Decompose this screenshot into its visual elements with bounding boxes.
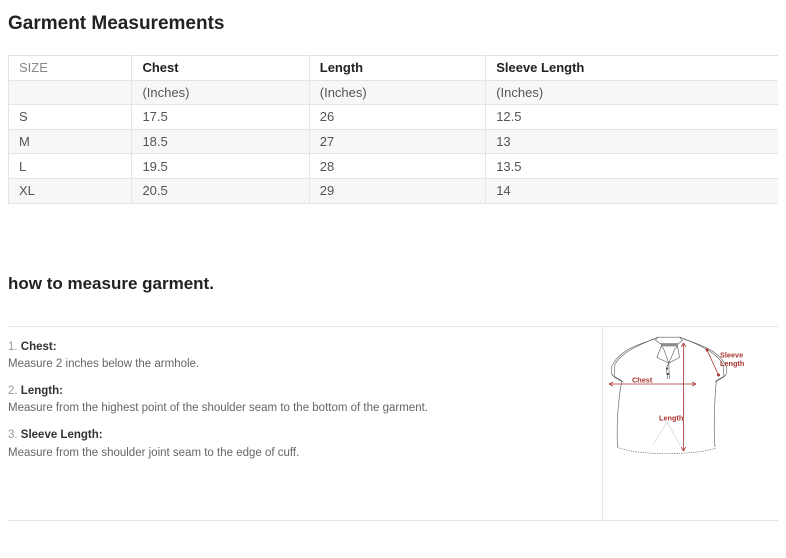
svg-text:Length: Length <box>659 414 683 423</box>
svg-text:Length: Length <box>720 359 744 368</box>
svg-text:Chest: Chest <box>632 376 653 385</box>
